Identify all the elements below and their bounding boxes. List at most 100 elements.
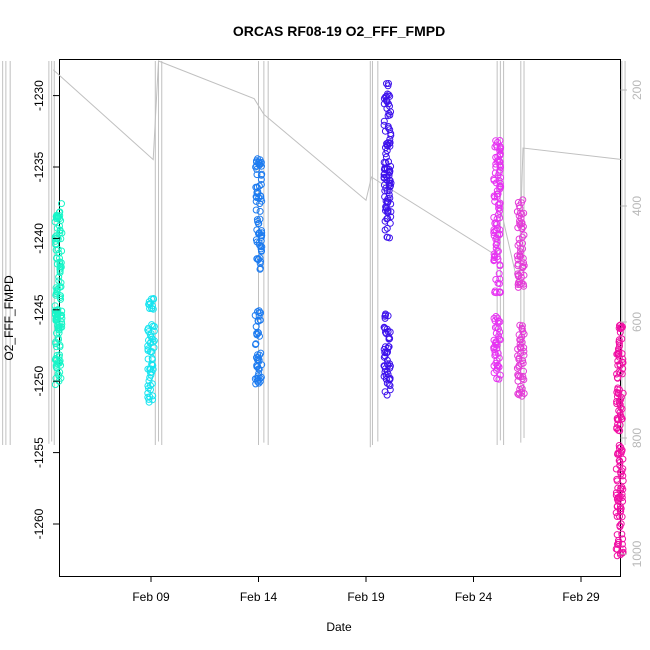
data-point xyxy=(613,370,621,378)
data-point xyxy=(383,224,391,232)
data-point xyxy=(496,182,504,190)
y-tick-label: -1240 xyxy=(32,223,46,254)
data-point xyxy=(615,444,623,452)
x-tick-label: Feb 09 xyxy=(132,590,170,604)
data-point xyxy=(518,388,526,396)
data-point xyxy=(495,270,503,278)
data-point xyxy=(516,239,524,247)
data-point xyxy=(252,340,260,348)
data-point xyxy=(384,208,392,216)
data-point xyxy=(57,263,65,270)
data-point xyxy=(618,405,626,413)
data-point xyxy=(380,345,388,353)
data-point xyxy=(255,220,263,227)
data-point xyxy=(613,540,621,548)
data-point xyxy=(51,381,59,389)
data-point xyxy=(383,173,391,181)
plot-frame xyxy=(59,59,621,577)
data-point xyxy=(492,235,500,243)
data-point xyxy=(385,80,392,87)
data-point xyxy=(515,372,523,380)
data-point xyxy=(618,530,626,538)
x-axis: Feb 09 Feb 14 Feb 19 Feb 24 Feb 29 xyxy=(132,576,600,604)
data-point xyxy=(385,187,393,195)
data-point xyxy=(56,292,64,300)
data-point xyxy=(518,333,526,341)
data-point xyxy=(493,157,501,165)
data-point xyxy=(58,320,66,328)
y-tick-label: -1235 xyxy=(32,151,46,182)
data-point xyxy=(619,472,627,480)
data-point xyxy=(254,190,262,198)
data-point xyxy=(254,362,262,370)
data-point xyxy=(382,96,390,104)
data-point xyxy=(52,240,60,248)
data-point xyxy=(257,171,265,179)
data-point xyxy=(494,314,501,322)
y-right-tick: 400 xyxy=(620,196,644,216)
data-point xyxy=(386,102,393,110)
data-point xyxy=(254,328,262,336)
data-point xyxy=(613,477,621,485)
data-point xyxy=(57,279,65,287)
data-point xyxy=(149,322,157,330)
data-point xyxy=(52,213,60,220)
data-point xyxy=(490,254,498,261)
data-point xyxy=(144,365,152,373)
data-point xyxy=(494,201,502,209)
data-point xyxy=(146,393,154,401)
data-point xyxy=(56,351,63,359)
data-point xyxy=(514,224,522,232)
data-point xyxy=(148,348,156,356)
data-point xyxy=(256,264,264,272)
data-point xyxy=(613,531,621,539)
y-tick-label: -1260 xyxy=(32,508,46,539)
data-point xyxy=(386,111,394,119)
data-point xyxy=(496,318,504,326)
data-point xyxy=(491,197,499,205)
data-point xyxy=(614,426,622,434)
data-point xyxy=(386,364,394,372)
data-point xyxy=(612,465,620,473)
data-point xyxy=(384,198,392,206)
data-point xyxy=(149,338,157,346)
y-right-tick-label: 800 xyxy=(630,428,644,448)
data-point xyxy=(618,540,626,548)
data-point xyxy=(253,216,261,224)
data-point xyxy=(380,117,388,125)
data-point xyxy=(385,109,393,117)
data-point xyxy=(57,295,65,303)
data-point xyxy=(616,369,624,377)
data-point xyxy=(53,310,61,318)
data-point xyxy=(613,400,621,408)
data-point xyxy=(257,176,265,183)
data-point xyxy=(147,299,154,307)
x-tick: Feb 09 xyxy=(132,576,170,604)
y-right-tick-label: 1000 xyxy=(630,540,644,567)
y-tick: -1250 xyxy=(32,366,60,397)
data-point xyxy=(496,214,504,222)
y-axis-left: -1230 -1235 -1240 -1245 -1250 -1255 -126… xyxy=(32,80,60,539)
data-point xyxy=(616,362,624,369)
data-point xyxy=(381,166,389,173)
chart-title: ORCAS RF08-19 O2_FFF_FMPD xyxy=(233,23,445,39)
y-axis-right: 200 400 600 800 1000 xyxy=(620,80,644,567)
data-point xyxy=(256,241,264,249)
x-tick-label: Feb 24 xyxy=(455,590,493,604)
data-point xyxy=(144,355,152,363)
x-tick: Feb 14 xyxy=(240,576,278,604)
data-point xyxy=(496,207,503,215)
x-tick: Feb 29 xyxy=(562,576,600,604)
data-point xyxy=(53,315,61,323)
data-point xyxy=(381,365,389,373)
data-point xyxy=(494,349,502,357)
data-point xyxy=(58,323,66,331)
data-point xyxy=(55,277,63,285)
data-point xyxy=(53,224,61,232)
data-point xyxy=(490,369,498,377)
data-point xyxy=(619,545,627,553)
data-points xyxy=(51,80,627,560)
data-point xyxy=(380,121,388,129)
data-point xyxy=(147,365,155,373)
y-axis-label: O2_FFF_FMPD xyxy=(2,275,16,361)
